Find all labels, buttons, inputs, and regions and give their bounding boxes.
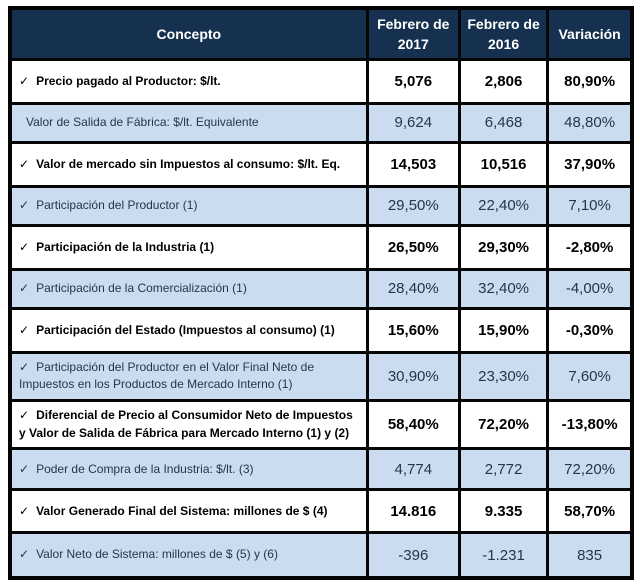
check-icon: ✓: [19, 322, 30, 337]
value-febrero-2016: 6,468: [457, 102, 550, 144]
value-febrero-2017: 58,40%: [365, 399, 461, 451]
value-febrero-2017: 29,50%: [365, 184, 461, 227]
concept-label: Valor Generado Final del Sistema: millon…: [36, 503, 328, 518]
check-icon: ✓: [19, 73, 30, 88]
check-icon: ✓: [19, 408, 30, 423]
check-icon: ✓: [19, 360, 30, 375]
value-febrero-2016: 2,772: [457, 447, 550, 492]
value-febrero-2017: 4,774: [365, 447, 461, 492]
concept-label: Participación del Productor (1): [36, 198, 198, 213]
value-variacion: 37,90%: [546, 140, 634, 188]
check-icon: ✓: [19, 156, 30, 171]
value-variacion: -2,80%: [546, 223, 634, 271]
value-variacion: 72,20%: [546, 447, 634, 492]
value-febrero-2016: 23,30%: [457, 350, 550, 403]
header-variacion: Variación: [546, 6, 634, 61]
table-body: ✓ Precio pagado al Productor: $/lt. 5,076…: [8, 57, 634, 580]
table-row: ✓ Participación del Productor en el Valor…: [8, 350, 634, 403]
table-row: ✓ Participación de la Industria (1) 26,50…: [8, 223, 634, 271]
table-row: Valor de Salida de Fábrica: $/lt. Equiva…: [8, 102, 634, 144]
check-icon: ✓: [19, 503, 30, 518]
concept-label: Participación de la Comercialización (1): [36, 281, 247, 296]
value-febrero-2017: -396: [365, 531, 461, 580]
value-febrero-2017: 26,50%: [365, 223, 461, 271]
table-row: ✓ Participación de la Comercialización (1…: [8, 267, 634, 310]
header-row: Concepto Febrero de 2017 Febrero de 2016…: [8, 6, 634, 61]
concept-label: Precio pagado al Productor: $/lt.: [36, 73, 221, 88]
check-icon: ✓: [19, 239, 30, 254]
value-febrero-2017: 5,076: [365, 57, 461, 106]
header-febrero-2017: Febrero de 2017: [365, 6, 461, 61]
value-febrero-2016: 15,90%: [457, 306, 550, 354]
value-variacion: -13,80%: [546, 399, 634, 451]
concept-label: Valor de Salida de Fábrica: $/lt. Equiva…: [26, 115, 259, 130]
table-row: ✓ Valor de mercado sin Impuestos al consu…: [8, 140, 634, 188]
table-row: ✓ Valor Neto de Sistema: millones de $ (5…: [8, 531, 634, 580]
value-febrero-2016: 10,516: [457, 140, 550, 188]
table-row: ✓ Valor Generado Final del Sistema: millo…: [8, 488, 634, 535]
table-header: Concepto Febrero de 2017 Febrero de 2016…: [8, 6, 634, 61]
table-row: ✓ Precio pagado al Productor: $/lt. 5,076…: [8, 57, 634, 106]
value-febrero-2017: 14.816: [365, 488, 461, 535]
value-febrero-2016: 72,20%: [457, 399, 550, 451]
concept-label: Valor de mercado sin Impuestos al consum…: [36, 156, 341, 171]
value-variacion: -0,30%: [546, 306, 634, 354]
value-febrero-2017: 15,60%: [365, 306, 461, 354]
value-variacion: 58,70%: [546, 488, 634, 535]
concept-label: Valor Neto de Sistema: millones de $ (5)…: [36, 547, 278, 562]
table-row: ✓ Participación del Productor (1) 29,50% …: [8, 184, 634, 227]
value-febrero-2016: 9.335: [457, 488, 550, 535]
value-febrero-2017: 30,90%: [365, 350, 461, 403]
value-febrero-2016: 2,806: [457, 57, 550, 106]
check-icon: ✓: [19, 281, 30, 296]
table-row: ✓ Diferencial de Precio al Consumidor Net…: [8, 399, 634, 451]
header-concepto: Concepto: [8, 6, 369, 61]
concept-label: Poder de Compra de la Industria: $/lt. (…: [36, 461, 254, 476]
value-febrero-2016: 29,30%: [457, 223, 550, 271]
check-icon: ✓: [19, 198, 30, 213]
concept-label: Diferencial de Precio al Consumidor Neto…: [19, 408, 353, 440]
concept-label: Participación del Estado (Impuestos al c…: [36, 322, 335, 337]
price-value-chain-table: Concepto Febrero de 2017 Febrero de 2016…: [8, 6, 634, 580]
value-variacion: 7,60%: [546, 350, 634, 403]
check-icon: ✓: [19, 547, 30, 562]
header-febrero-2016: Febrero de 2016: [457, 6, 550, 61]
value-febrero-2017: 28,40%: [365, 267, 461, 310]
concept-label: Participación de la Industria (1): [36, 239, 215, 254]
value-variacion: -4,00%: [546, 267, 634, 310]
value-variacion: 48,80%: [546, 102, 634, 144]
value-febrero-2017: 14,503: [365, 140, 461, 188]
check-icon: ✓: [19, 461, 30, 476]
table-row: ✓ Poder de Compra de la Industria: $/lt. …: [8, 447, 634, 492]
table-row: ✓ Participación del Estado (Impuestos al …: [8, 306, 634, 354]
value-febrero-2016: 32,40%: [457, 267, 550, 310]
concept-label: Participación del Productor en el Valor …: [19, 360, 314, 392]
value-variacion: 7,10%: [546, 184, 634, 227]
value-febrero-2017: 9,624: [365, 102, 461, 144]
value-febrero-2016: -1.231: [457, 531, 550, 580]
value-variacion: 80,90%: [546, 57, 634, 106]
value-febrero-2016: 22,40%: [457, 184, 550, 227]
value-variacion: 835: [546, 531, 634, 580]
